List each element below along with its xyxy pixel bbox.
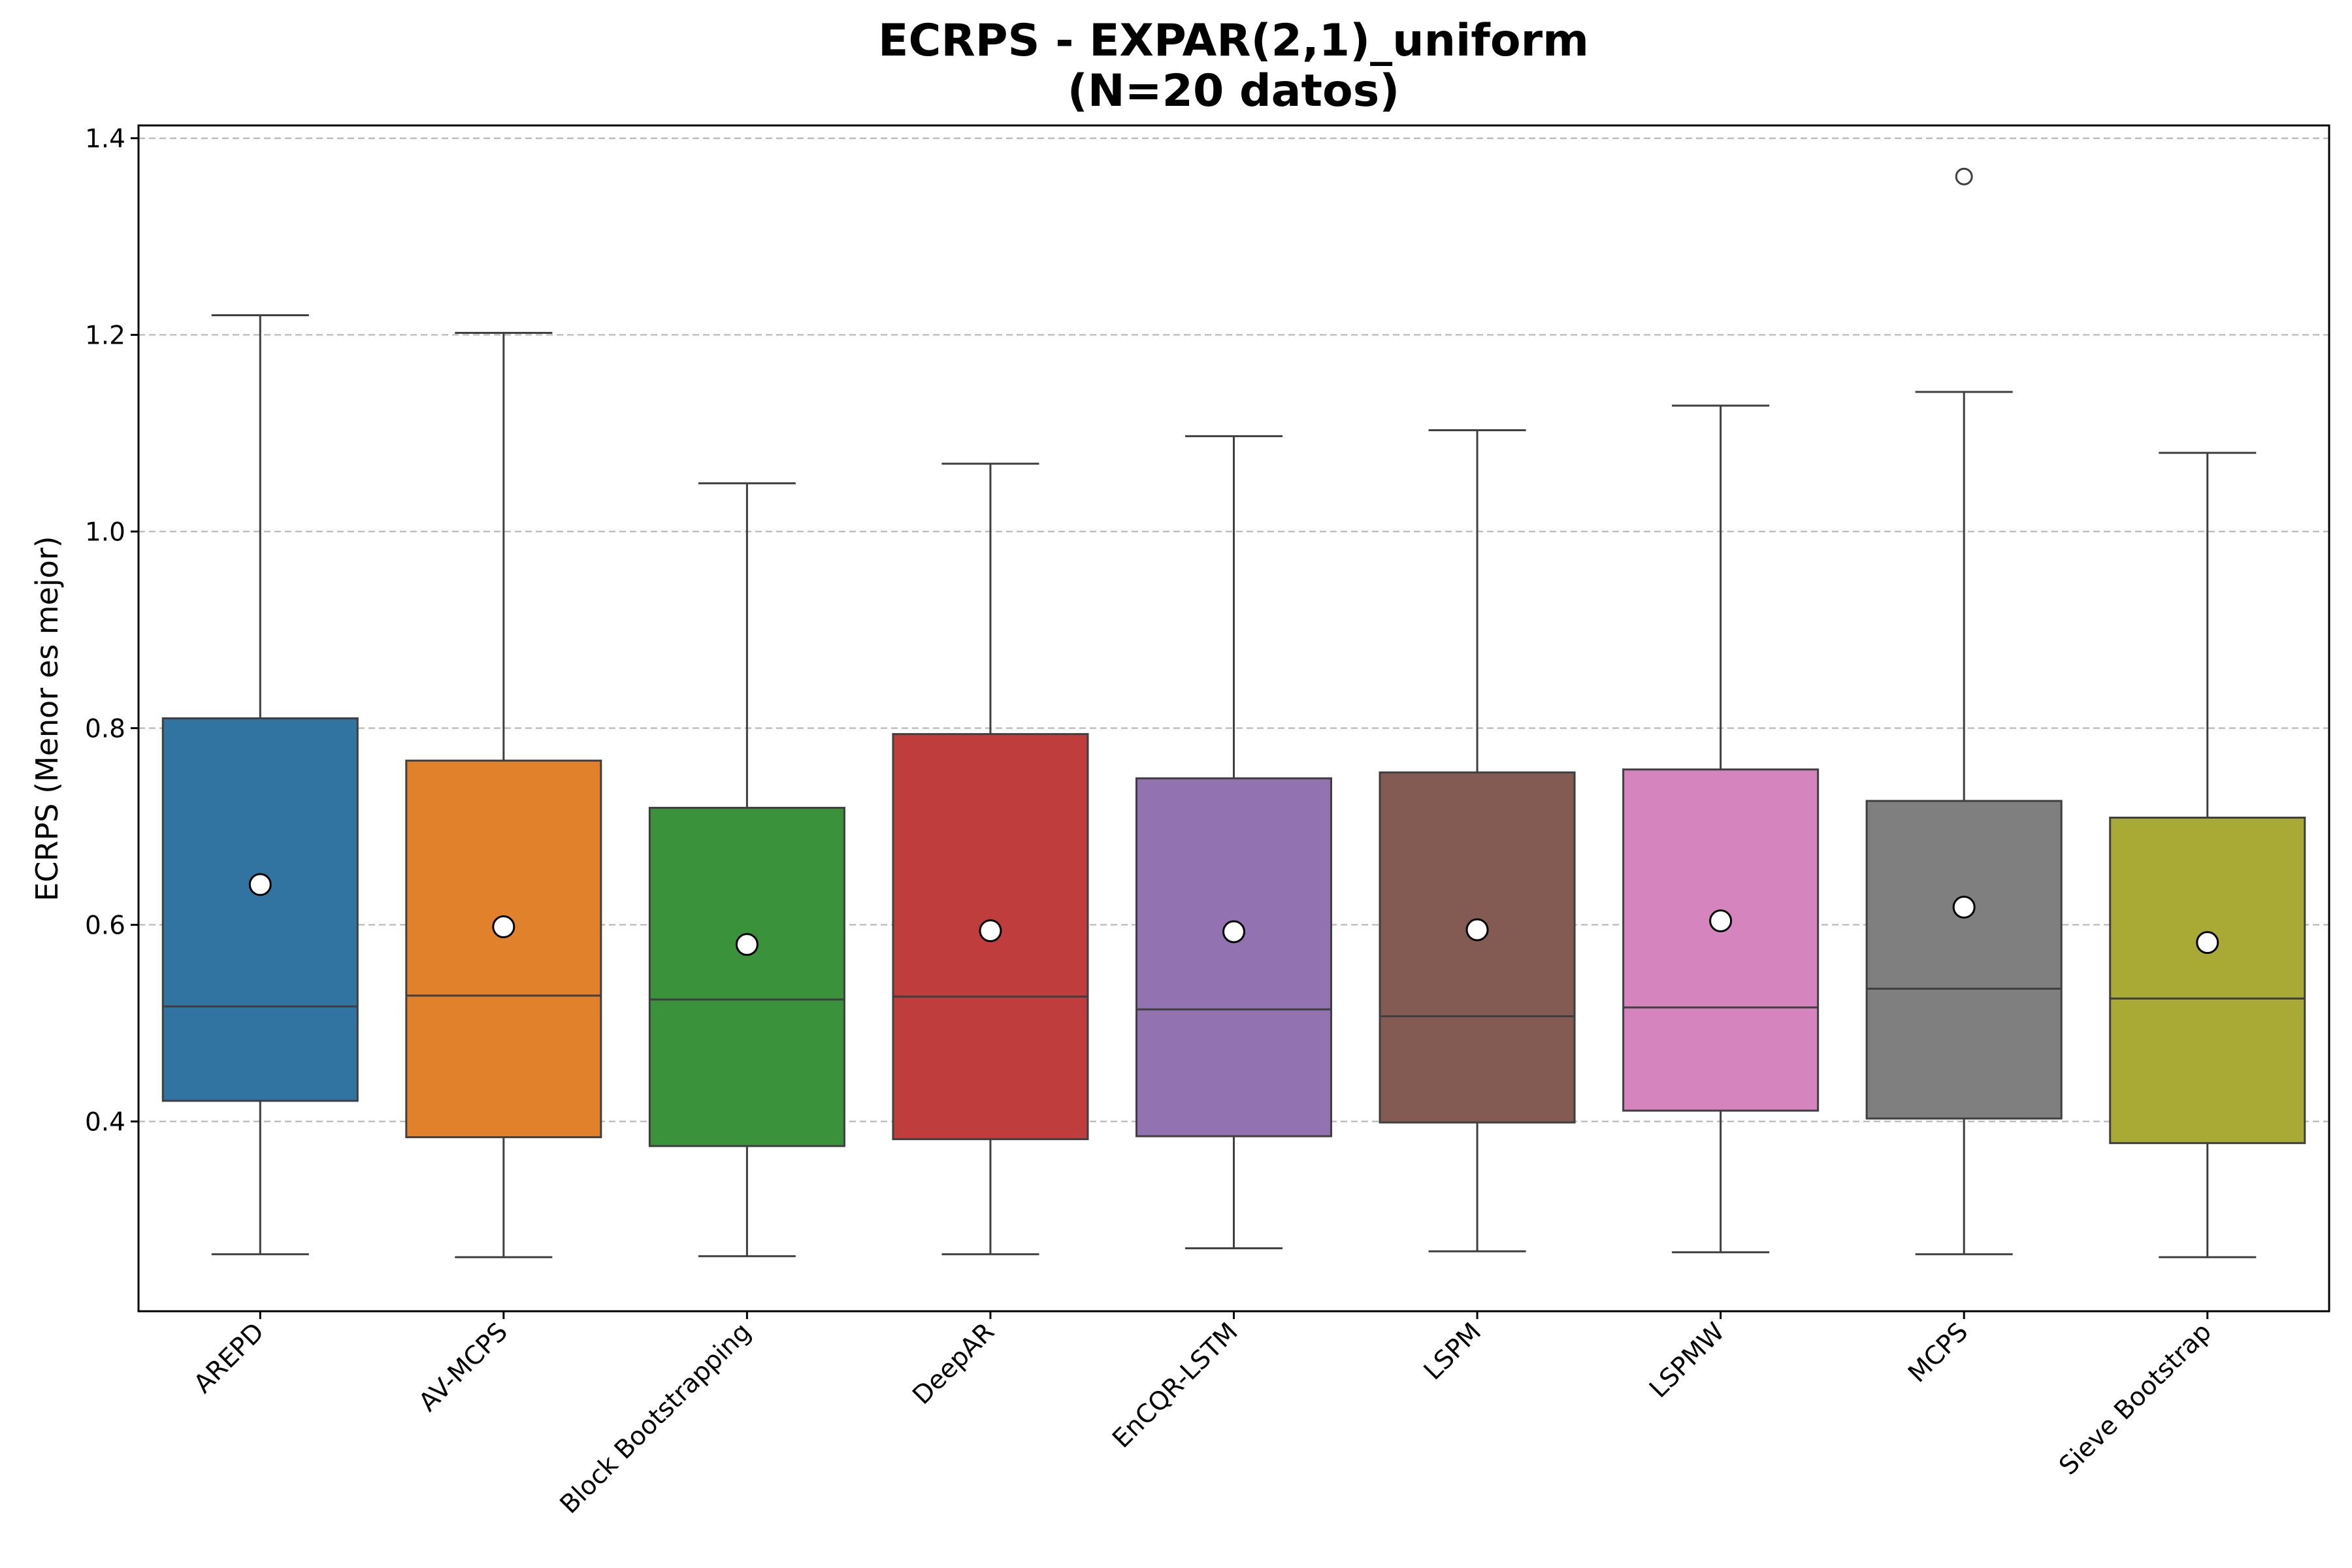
box-iqr — [2109, 817, 2306, 1145]
box-iqr — [648, 806, 845, 1147]
y-axis-label: ECRPS (Menor es mejor) — [29, 536, 65, 901]
box-group — [405, 332, 602, 1258]
box-iqr — [1135, 777, 1333, 1137]
y-tick-label: 0.4 — [85, 1108, 125, 1137]
box-group — [648, 482, 845, 1258]
mean-marker — [1952, 895, 1976, 919]
box-group — [1135, 435, 1333, 1250]
y-tick-label: 1.4 — [85, 125, 125, 154]
box-iqr — [1622, 768, 1820, 1112]
y-axis: 0.4 0.6 0.8 1.0 1.2 1.4 — [85, 125, 139, 1137]
box-iqr — [405, 759, 602, 1139]
mean-marker — [248, 873, 272, 896]
box-group — [1379, 429, 1576, 1252]
outlier-point — [1955, 167, 1973, 186]
box-group — [1622, 404, 1820, 1254]
chart-title: ECRPS - EXPAR(2,1)_uniform — [878, 15, 1589, 67]
mean-marker — [735, 933, 759, 956]
y-tick-label: 1.0 — [85, 518, 125, 547]
y-tick-label: 0.8 — [85, 715, 125, 744]
mean-marker — [979, 919, 1002, 943]
y-tick-label: 1.2 — [85, 321, 125, 351]
y-tick-label: 0.6 — [85, 911, 125, 941]
mean-marker — [1465, 918, 1489, 941]
box-group — [161, 314, 359, 1256]
mean-marker — [1709, 909, 1733, 933]
box-group — [1865, 167, 2063, 1256]
mean-marker — [2196, 931, 2219, 955]
box-iqr — [1379, 771, 1576, 1124]
box-iqr — [1865, 800, 2063, 1120]
chart-subtitle: (N=20 datos) — [1068, 65, 1400, 117]
boxes — [161, 167, 2306, 1258]
box-group — [892, 463, 1089, 1256]
mean-marker — [1222, 920, 1245, 943]
box-iqr — [161, 717, 359, 1102]
box-group — [2109, 451, 2306, 1258]
mean-marker — [492, 915, 515, 939]
